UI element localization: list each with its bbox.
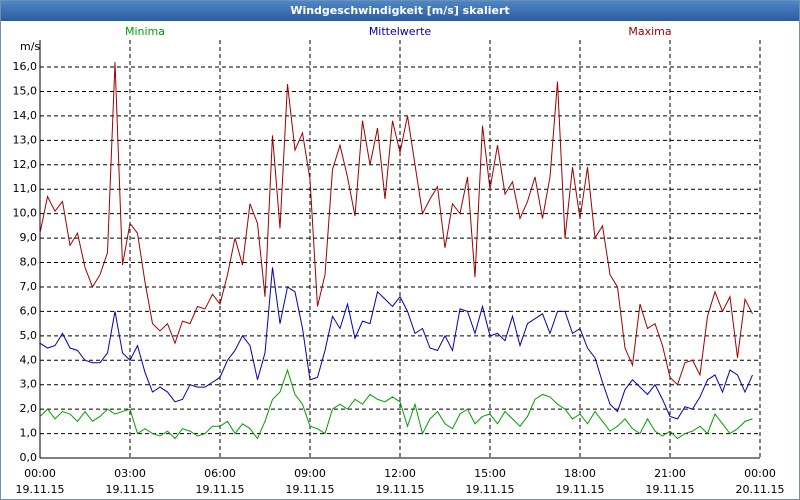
y-tick-label: 10,0 <box>13 207 38 220</box>
x-tick-label: 15:00 <box>474 467 506 480</box>
x-tick-label: 18:00 <box>564 467 596 480</box>
y-tick-label: 15,0 <box>13 84 38 97</box>
y-tick-label: 16,0 <box>13 60 38 73</box>
y-tick-label: 0,0 <box>20 451 38 464</box>
y-tick-label: 8,0 <box>20 256 38 269</box>
y-tick-label: 4,0 <box>20 353 38 366</box>
x-tick-date: 19.11.15 <box>376 483 425 496</box>
x-tick-label: 06:00 <box>204 467 236 480</box>
y-tick-label: 5,0 <box>20 329 38 342</box>
x-tick-date: 19.11.15 <box>196 483 245 496</box>
y-axis-label: m/s <box>20 40 40 53</box>
y-tick-label: 3,0 <box>20 378 38 391</box>
x-tick-date: 19.11.15 <box>286 483 335 496</box>
x-tick-label: 03:00 <box>114 467 146 480</box>
y-tick-label: 6,0 <box>20 304 38 317</box>
x-tick-label: 12:00 <box>384 467 416 480</box>
y-tick-label: 7,0 <box>20 280 38 293</box>
y-tick-label: 9,0 <box>20 231 38 244</box>
x-tick-date: 19.11.15 <box>556 483 605 496</box>
chart-title: Windgeschwindigkeit [m/s] skaliert <box>290 4 509 17</box>
x-tick-label: 00:00 <box>744 467 776 480</box>
x-tick-label: 00:00 <box>24 467 56 480</box>
y-tick-label: 1,0 <box>20 427 38 440</box>
x-tick-date: 20.11.15 <box>736 483 785 496</box>
y-tick-label: 13,0 <box>13 133 38 146</box>
legend-label: Minima <box>125 25 165 38</box>
data-line <box>39 267 753 420</box>
x-tick-date: 19.11.15 <box>106 483 155 496</box>
data-line <box>39 368 753 440</box>
data-line <box>39 62 753 386</box>
x-tick-label: 09:00 <box>294 467 326 480</box>
x-tick-label: 21:00 <box>654 467 686 480</box>
legend-label: Maxima <box>628 25 671 38</box>
x-tick-date: 19.11.15 <box>16 483 65 496</box>
title-bar <box>1 1 799 21</box>
y-tick-label: 12,0 <box>13 158 38 171</box>
x-tick-date: 19.11.15 <box>466 483 515 496</box>
x-tick-date: 19.11.15 <box>646 483 695 496</box>
y-tick-label: 11,0 <box>13 182 38 195</box>
legend-label: Mittelwerte <box>369 25 432 38</box>
y-tick-label: 2,0 <box>20 402 38 415</box>
y-tick-label: 14,0 <box>13 109 38 122</box>
